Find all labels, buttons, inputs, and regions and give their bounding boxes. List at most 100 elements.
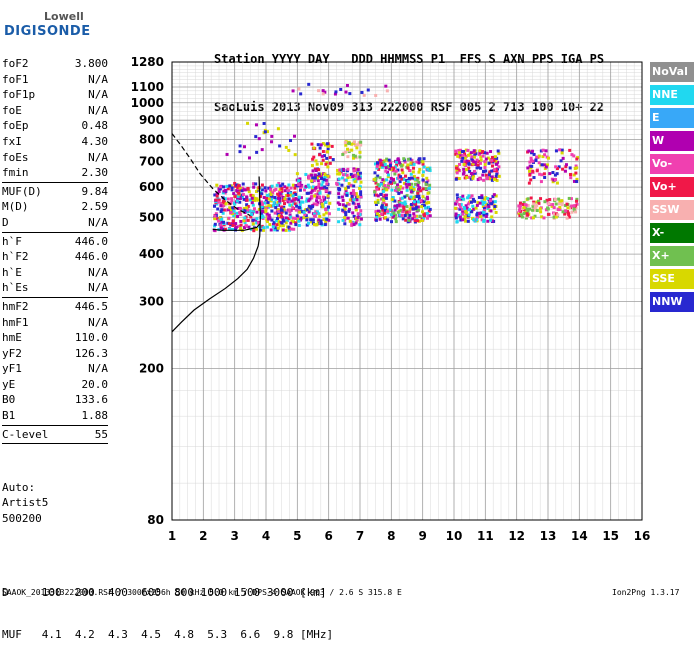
echo-point <box>355 143 359 147</box>
echo-point <box>393 204 397 208</box>
echo-point <box>483 208 487 212</box>
echo-point <box>269 228 273 232</box>
echo-point <box>413 198 417 202</box>
echo-point <box>322 213 326 217</box>
echo-point <box>415 178 419 182</box>
echo-point <box>414 202 418 206</box>
echo-point <box>412 200 416 204</box>
echo-point <box>568 206 572 210</box>
legend-item: X+ <box>650 246 694 266</box>
echo-point <box>461 209 465 213</box>
echo-point <box>341 176 345 180</box>
echo-point <box>484 202 488 206</box>
echo-point <box>323 143 327 147</box>
echo-point <box>478 161 482 165</box>
param-value: 0.48 <box>81 119 109 133</box>
echo-point <box>420 218 424 222</box>
echo-point <box>382 200 386 204</box>
echo-point <box>558 206 562 210</box>
echo-point <box>426 213 430 217</box>
echo-point <box>358 185 362 189</box>
echo-point <box>323 185 327 189</box>
echo-point <box>480 194 484 198</box>
echo-point <box>389 213 393 217</box>
echo-point <box>299 186 303 190</box>
echo-point <box>338 168 342 172</box>
echo-point <box>339 87 343 91</box>
echo-point <box>466 153 470 157</box>
echo-point <box>425 181 429 185</box>
echo-point <box>382 188 386 192</box>
echo-point <box>344 187 348 191</box>
echo-point <box>318 153 322 157</box>
echo-point <box>260 202 264 206</box>
echo-point <box>390 188 394 192</box>
param-label: h`F2 <box>2 250 29 264</box>
echo-point <box>305 218 309 222</box>
echo-point <box>262 196 266 200</box>
param-label: foE <box>2 103 22 117</box>
echo-point <box>317 185 321 189</box>
echo-point <box>353 202 357 206</box>
echo-point <box>275 216 279 220</box>
echo-point <box>543 166 547 170</box>
echo-point <box>227 216 231 220</box>
echo-point <box>414 207 418 211</box>
echo-point <box>398 162 402 166</box>
echo-point <box>279 207 283 211</box>
echo-point <box>227 227 231 231</box>
echo-point <box>324 175 328 179</box>
echo-point <box>247 225 251 229</box>
echo-point <box>339 170 343 174</box>
echo-point <box>359 217 363 221</box>
echo-point <box>529 196 533 200</box>
echo-point <box>255 150 259 154</box>
echo-point <box>358 223 362 227</box>
echo-point <box>409 195 413 199</box>
echo-point <box>492 207 496 211</box>
echo-point <box>467 166 471 170</box>
echo-point <box>411 217 415 221</box>
echo-point <box>337 192 341 196</box>
echo-point <box>569 197 573 201</box>
echo-point <box>428 214 432 218</box>
panel-separator <box>2 443 108 445</box>
echo-point <box>235 211 239 215</box>
param-row: D N/A <box>2 215 108 231</box>
echo-point <box>401 210 405 214</box>
echo-point <box>530 164 534 168</box>
echo-point <box>247 190 251 194</box>
echo-point <box>268 188 272 192</box>
echo-point <box>230 186 234 190</box>
echo-point <box>284 194 288 198</box>
echo-point <box>383 162 387 166</box>
echo-point <box>290 219 294 223</box>
echo-point <box>572 207 576 211</box>
echo-point <box>304 184 308 188</box>
echo-point <box>473 169 477 173</box>
echo-point <box>455 165 459 169</box>
echo-point <box>522 211 526 215</box>
echo-point <box>551 180 555 184</box>
echo-point <box>477 212 481 216</box>
echo-point <box>414 177 418 181</box>
echo-point <box>379 165 383 169</box>
echo-point <box>304 214 308 218</box>
echo-point <box>420 205 424 209</box>
echo-point <box>351 189 355 193</box>
echo-point <box>567 196 571 200</box>
echo-point <box>494 194 498 198</box>
echo-point <box>222 208 226 212</box>
echo-point <box>463 209 467 213</box>
param-value: 2.59 <box>81 200 109 214</box>
echo-point <box>413 182 417 186</box>
echo-point <box>401 217 405 221</box>
echo-point <box>357 176 361 180</box>
echo-point <box>322 198 326 202</box>
echo-point <box>300 200 304 204</box>
echo-point <box>400 164 404 168</box>
echo-point <box>374 193 378 197</box>
echo-point <box>531 159 535 163</box>
y-tick-label: 1000 <box>131 96 164 110</box>
echo-point <box>400 204 404 208</box>
